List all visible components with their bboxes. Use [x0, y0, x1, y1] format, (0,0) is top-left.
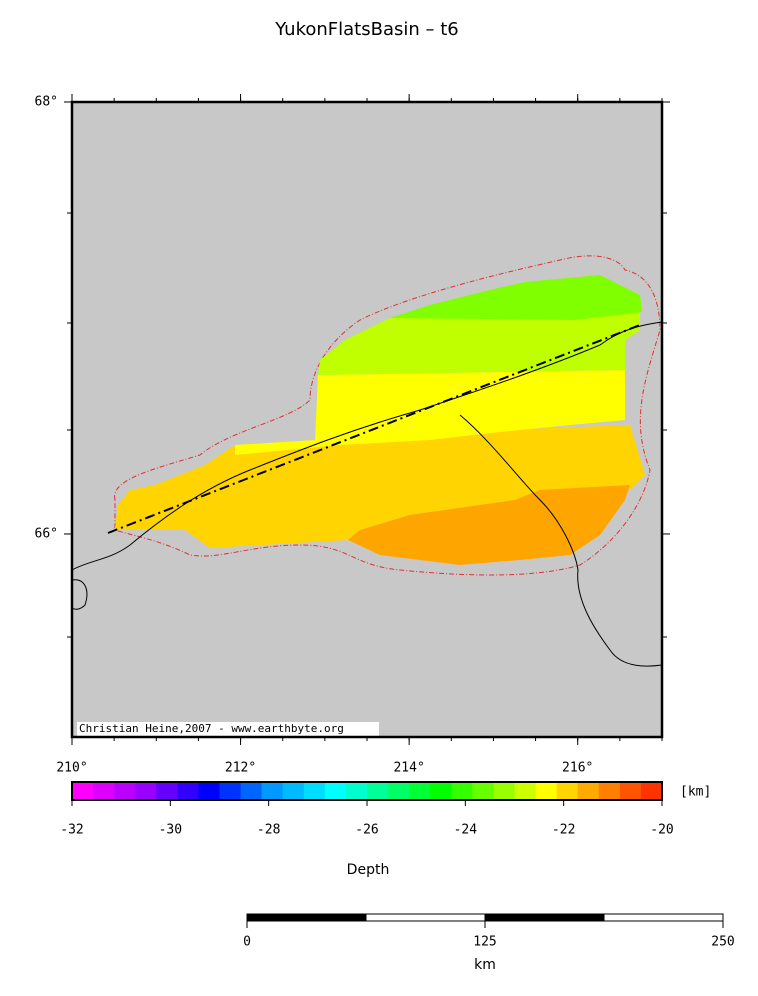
x-tick-label: 216°: [562, 761, 593, 776]
colorbar-segment: [135, 782, 157, 800]
colorbar-tick-label: -26: [355, 823, 378, 838]
colorbar-segment: [598, 782, 621, 800]
colorbar-segment: [282, 782, 305, 800]
title: YukonFlatsBasin – t6: [274, 19, 458, 40]
scalebar-tick-label: 125: [473, 935, 496, 950]
colorbar-tick-label: -30: [159, 823, 182, 838]
colorbar-segment: [303, 782, 326, 800]
colorbar-segment: [261, 782, 284, 800]
colorbar-segment: [156, 782, 178, 800]
basin-outline: [114, 255, 661, 576]
colorbar-segment: [345, 782, 368, 800]
colorbar-tick-label: -24: [454, 823, 478, 838]
colorbar-segment: [240, 782, 263, 800]
x-tick-label: 214°: [393, 761, 424, 776]
river: [459, 414, 663, 667]
scalebar-segment: [603, 913, 724, 922]
y-tick-label: 68°: [35, 95, 58, 110]
scalebar-tick-label: 0: [243, 935, 251, 950]
colorbar-segment: [114, 782, 136, 800]
colorbar-segment: [472, 782, 494, 800]
colorbar-unit: [km]: [680, 785, 711, 800]
depth-zone: [115, 425, 645, 548]
scalebar-segment: [246, 913, 367, 922]
depth-zone: [348, 485, 630, 565]
colorbar-segment: [388, 782, 410, 800]
colorbar-segment: [619, 782, 642, 800]
colorbar-segment: [72, 782, 94, 800]
colorbar-tick-label: -22: [552, 823, 575, 838]
scalebar-tick-label: 250: [711, 935, 734, 950]
colorbar-tick-label: -20: [650, 823, 673, 838]
credit: Christian Heine,2007 - www.earthbyte.org: [79, 722, 344, 735]
colorbar-tick-label: -32: [60, 823, 83, 838]
scalebar-unit: km: [474, 957, 496, 973]
colorbar-segment: [577, 782, 600, 800]
colorbar-segment: [556, 782, 579, 800]
colorbar-label: Depth: [347, 862, 390, 878]
profile-line: [107, 324, 641, 534]
colorbar-segment: [409, 782, 431, 800]
depth-zone: [318, 312, 640, 375]
y-tick-label: 66°: [35, 526, 58, 541]
depth-zone: [390, 275, 642, 320]
colorbar-segment: [93, 782, 115, 800]
scalebar-segment: [484, 913, 605, 922]
colorbar-segment: [514, 782, 537, 800]
colorbar-segment: [367, 782, 389, 800]
river: [71, 321, 663, 571]
colorbar-segment: [177, 782, 199, 800]
colorbar-segment: [535, 782, 558, 800]
colorbar-segment: [451, 782, 473, 800]
river: [71, 579, 88, 610]
x-tick-label: 212°: [225, 761, 256, 776]
credit-box: [77, 722, 379, 736]
depth-zone: [235, 370, 625, 455]
colorbar-segment: [430, 782, 452, 800]
colorbar-segment: [640, 782, 663, 800]
colorbar-segment: [198, 782, 220, 800]
scalebar-segment: [365, 913, 486, 922]
x-tick-label: 210°: [56, 761, 87, 776]
colorbar-tick-label: -28: [257, 823, 280, 838]
colorbar-segment: [219, 782, 242, 800]
colorbar-segment: [493, 782, 515, 800]
colorbar-segment: [324, 782, 347, 800]
